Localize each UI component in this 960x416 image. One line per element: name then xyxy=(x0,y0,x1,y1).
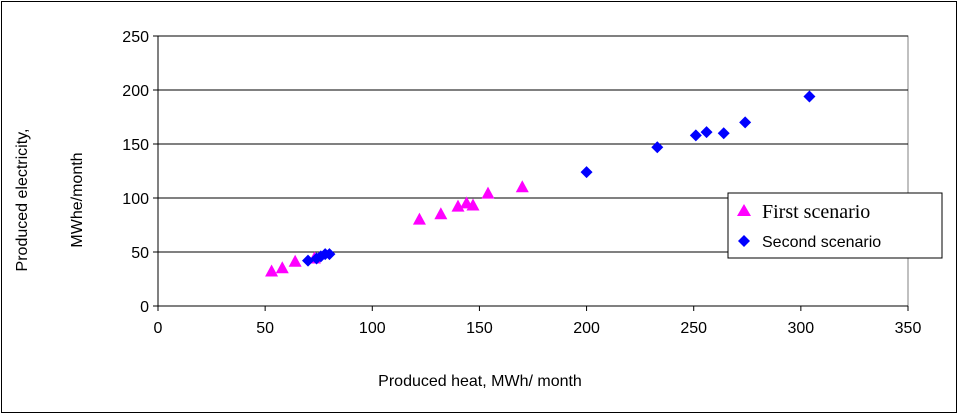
legend-label-first-scenario: First scenario xyxy=(762,201,870,223)
y-tick-label: 0 xyxy=(140,299,149,316)
point-first-scenario xyxy=(466,198,480,211)
point-first-scenario xyxy=(515,180,529,193)
x-ticks: 0 50 100 150 200 250 300 350 xyxy=(154,305,922,337)
y-tick-label: 50 xyxy=(131,245,149,262)
point-first-scenario xyxy=(481,186,495,199)
series-markers xyxy=(265,90,816,277)
legend: First scenario Second scenario xyxy=(727,192,943,259)
y-axis-title-line1: Produced electricity, xyxy=(14,129,31,272)
point-second-scenario xyxy=(803,90,816,103)
point-second-scenario xyxy=(323,248,336,261)
x-tick-label: 0 xyxy=(154,320,163,337)
x-tick-label: 200 xyxy=(573,320,600,337)
point-second-scenario xyxy=(717,127,730,140)
point-second-scenario xyxy=(651,141,664,154)
x-tick-label: 150 xyxy=(466,320,493,337)
plot-area xyxy=(157,35,909,307)
legend-label-second-scenario: Second scenario xyxy=(762,234,881,251)
x-tick-label: 300 xyxy=(788,320,815,337)
x-tick-label: 50 xyxy=(256,320,274,337)
point-second-scenario xyxy=(580,166,593,179)
point-second-scenario xyxy=(739,116,752,129)
point-first-scenario xyxy=(265,264,279,277)
point-first-scenario xyxy=(434,207,448,220)
y-tick-label: 150 xyxy=(122,137,149,154)
legend-marker-second-scenario xyxy=(738,235,750,247)
x-tick-label: 350 xyxy=(895,320,922,337)
y-ticks: 0 50 100 150 200 250 xyxy=(122,29,159,316)
y-tick-label: 250 xyxy=(122,29,149,46)
point-second-scenario xyxy=(700,126,713,139)
y-axis-title-line2: MWhe/month xyxy=(69,152,86,247)
y-tick-label: 200 xyxy=(122,83,149,100)
legend-marker-first-scenario xyxy=(737,204,751,216)
x-tick-label: 100 xyxy=(359,320,386,337)
x-tick-label: 250 xyxy=(680,320,707,337)
point-first-scenario xyxy=(288,254,302,267)
point-first-scenario xyxy=(451,199,465,212)
point-first-scenario xyxy=(275,261,289,274)
legend-box xyxy=(727,192,943,259)
point-second-scenario xyxy=(302,254,314,267)
x-axis-title: Produced heat, MWh/ month xyxy=(378,373,582,390)
point-second-scenario xyxy=(689,129,702,142)
point-second-scenario xyxy=(310,252,323,265)
y-tick-label: 100 xyxy=(122,191,149,208)
point-first-scenario xyxy=(412,212,426,225)
